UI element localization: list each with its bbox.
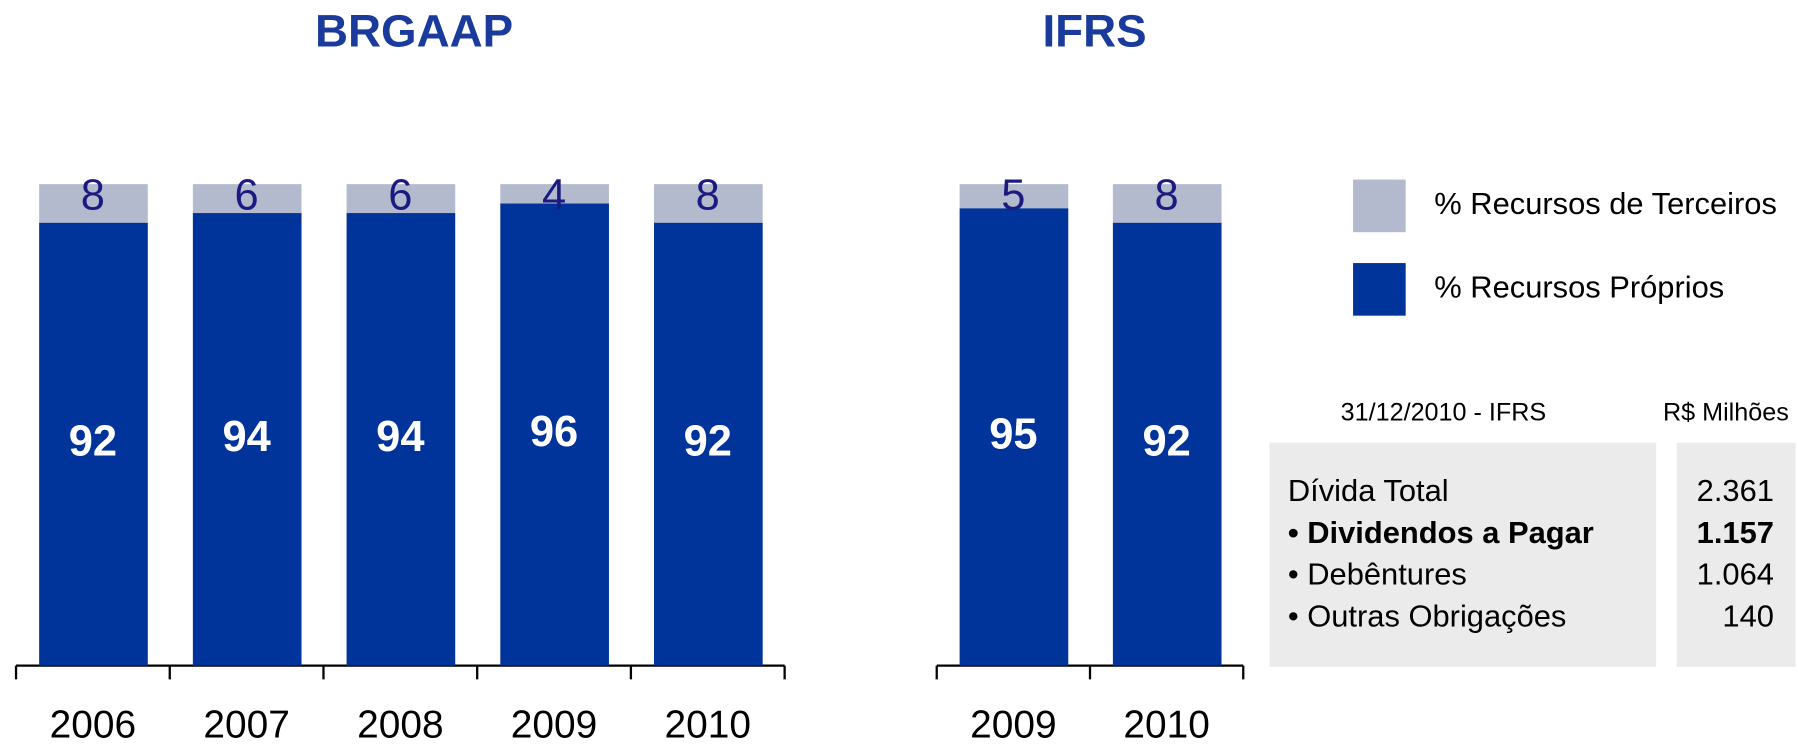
- legend-swatch: [1353, 263, 1406, 316]
- chart-title: IFRS: [1042, 5, 1146, 56]
- bar-segment: [39, 184, 148, 223]
- x-tick-label: 2009: [511, 704, 597, 747]
- bar-segment: [500, 203, 609, 666]
- table-value: 2.361: [1697, 473, 1774, 508]
- bar-segment: [500, 184, 609, 204]
- table-header: R$ Milhões: [1663, 399, 1789, 427]
- data-label: 8: [81, 171, 105, 219]
- legend-label: % Recursos de Terceiros: [1434, 186, 1777, 221]
- data-label: 5: [1001, 171, 1025, 219]
- legend-swatch: [1353, 179, 1406, 233]
- bar-segment: [959, 184, 1069, 209]
- bar-segment: [39, 222, 148, 666]
- table-value: 140: [1722, 598, 1774, 633]
- x-tick-label: 2010: [665, 704, 751, 747]
- data-label: 6: [235, 171, 259, 219]
- data-label: 4: [542, 171, 566, 219]
- data-label: 96: [530, 408, 578, 456]
- x-tick-label: 2007: [203, 704, 289, 747]
- data-label: 94: [222, 413, 270, 461]
- bar-segment: [346, 213, 456, 666]
- x-tick-label: 2010: [1123, 704, 1209, 747]
- chart-title: BRGAAP: [315, 5, 513, 56]
- table-label: Dívida Total: [1288, 473, 1449, 508]
- x-tick-label: 2006: [50, 704, 136, 747]
- bar-segment: [1112, 222, 1222, 666]
- data-label: 92: [684, 418, 732, 466]
- table-label: • Debêntures: [1288, 557, 1467, 592]
- table-box: [1676, 442, 1796, 667]
- data-label: 8: [696, 171, 720, 219]
- bar-segment: [192, 213, 302, 666]
- data-label: 6: [388, 171, 412, 219]
- x-tick-label: 2009: [970, 704, 1056, 747]
- bar-segment: [654, 184, 763, 223]
- data-label: 94: [376, 413, 424, 461]
- legend-label: % Recursos Próprios: [1434, 270, 1724, 305]
- table-header: 31/12/2010 - IFRS: [1341, 399, 1547, 427]
- table-box: [1269, 442, 1657, 667]
- table-label: • Dividendos a Pagar: [1288, 515, 1594, 550]
- data-label: 8: [1155, 171, 1179, 219]
- table-label: • Outras Obrigações: [1288, 598, 1567, 633]
- table-value: 1.157: [1697, 515, 1774, 550]
- bar-segment: [654, 222, 763, 666]
- data-label: 92: [1142, 418, 1190, 466]
- data-label: 95: [989, 410, 1037, 458]
- bar-segment: [346, 184, 456, 214]
- table-value: 1.064: [1697, 557, 1774, 592]
- x-tick-label: 2008: [357, 704, 443, 747]
- bar-segment: [192, 184, 302, 214]
- bar-segment: [959, 208, 1069, 666]
- bar-segment: [1112, 184, 1222, 223]
- data-label: 92: [69, 418, 117, 466]
